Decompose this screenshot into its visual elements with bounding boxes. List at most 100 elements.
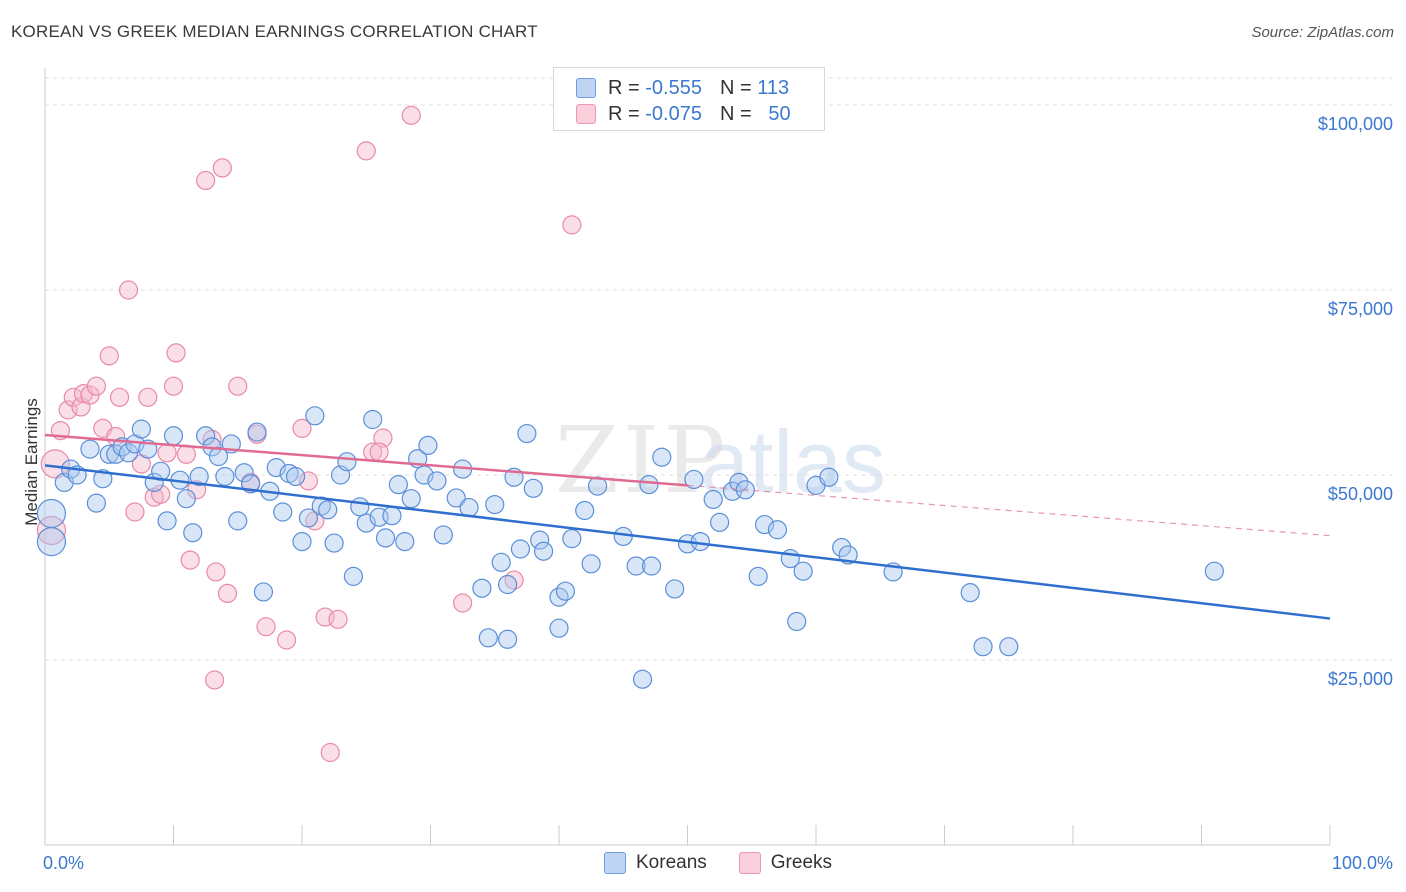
koreans-point — [350, 497, 370, 517]
koreans-point — [253, 582, 274, 602]
koreans-point — [748, 566, 768, 586]
koreans-points — [36, 406, 1224, 689]
koreans-point — [562, 529, 582, 549]
koreans-point — [510, 539, 531, 559]
greeks-swatch — [576, 104, 596, 124]
koreans-point — [418, 435, 438, 455]
koreans-point — [498, 574, 518, 595]
greeks-point — [163, 376, 184, 396]
legend-greeks-label: Greeks — [770, 852, 833, 873]
koreans-point — [215, 466, 235, 487]
koreans-point — [703, 489, 723, 510]
koreans-point — [36, 526, 67, 557]
greeks-point — [118, 280, 139, 300]
trend-lines — [44, 433, 1331, 620]
koreans-point — [491, 552, 511, 572]
watermark-atlas: atlas — [700, 412, 886, 511]
correlation-legend: R = -0.555 N = 113 R = -0.075 N = 50 — [553, 67, 825, 131]
greeks-point — [453, 593, 473, 613]
koreans-point — [401, 489, 421, 509]
axes — [44, 68, 1331, 846]
koreans-swatch — [576, 78, 596, 98]
legend-n-label: N = — [719, 102, 752, 125]
koreans-point — [581, 554, 601, 574]
koreans-point — [196, 426, 216, 446]
legend-n-value: 113 — [757, 76, 790, 99]
greeks-point — [36, 515, 67, 546]
koreans-point — [157, 511, 177, 531]
greeks-point — [228, 376, 248, 396]
koreans-point — [273, 502, 293, 522]
legend-item-koreans: Koreans — [604, 852, 707, 874]
koreans-point — [639, 475, 659, 495]
koreans-point — [234, 463, 254, 483]
legend-r-value: -0.075 — [645, 102, 702, 125]
y-tick-label: $100,000 — [1318, 114, 1393, 134]
legend-koreans-label: Koreans — [636, 852, 707, 873]
greeks-swatch — [738, 852, 761, 874]
tick-labels: $25,000 $50,000 $75,000 $100,000 0.0% 100.0% — [43, 114, 1393, 873]
koreans-point — [641, 556, 662, 576]
koreans-point — [793, 561, 813, 581]
koreans-point — [363, 409, 383, 430]
greeks-point — [206, 562, 226, 582]
x-tick-label: 100.0% — [1332, 853, 1393, 873]
koreans-point — [626, 556, 646, 576]
koreans-point — [131, 419, 151, 439]
koreans-point — [1204, 561, 1224, 581]
y-axis-title: Median Earnings — [22, 398, 41, 526]
koreans-point — [555, 581, 576, 601]
koreans-point — [819, 467, 839, 487]
koreans-point — [324, 533, 344, 553]
greeks-point — [562, 215, 582, 235]
greeks-point — [320, 742, 340, 763]
greeks-point — [63, 387, 83, 407]
koreans-point — [189, 466, 209, 487]
koreans-point — [228, 511, 248, 531]
greeks-point — [205, 670, 225, 690]
greeks-point — [298, 471, 319, 491]
koreans-point — [388, 475, 408, 495]
greeks-point — [276, 630, 297, 650]
greeks-trend-extension — [687, 484, 1331, 537]
koreans-point — [305, 406, 325, 426]
greeks-point — [401, 105, 421, 125]
greeks-point — [138, 387, 158, 407]
greeks-point — [292, 418, 312, 438]
greeks-points — [36, 105, 582, 763]
koreans-point — [427, 471, 447, 491]
koreans-point — [446, 488, 466, 508]
koreans-point — [36, 498, 67, 529]
koreans-point — [478, 628, 498, 648]
y-tick-label: $75,000 — [1328, 299, 1393, 319]
koreans-point — [613, 526, 633, 547]
greeks-point — [166, 343, 186, 363]
greeks-point — [99, 346, 119, 366]
koreans-point — [960, 583, 980, 603]
koreans-point — [337, 452, 357, 472]
koreans-point — [176, 489, 196, 509]
koreans-point — [247, 422, 267, 442]
koreans-point — [832, 537, 852, 558]
source-label: Source: ZipAtlas.com — [1251, 24, 1394, 41]
y-tick-label: $50,000 — [1328, 484, 1393, 504]
greeks-point — [369, 442, 389, 462]
koreans-point — [86, 493, 107, 513]
koreans-point — [395, 531, 415, 552]
watermark-zip: ZIP — [555, 407, 729, 514]
greeks-point — [157, 443, 177, 463]
greeks-point — [109, 387, 130, 407]
koreans-point — [183, 523, 203, 543]
koreans-point — [318, 500, 338, 520]
koreans-point — [575, 500, 595, 521]
koreans-point — [485, 495, 505, 515]
koreans-point — [343, 566, 363, 586]
legend-r-label: R = — [608, 76, 640, 99]
koreans-point — [530, 530, 550, 550]
koreans-point — [665, 579, 685, 599]
koreans-point — [433, 525, 453, 545]
grid-lines — [45, 77, 1392, 661]
koreans-point — [632, 669, 653, 689]
koreans-point — [163, 426, 184, 446]
